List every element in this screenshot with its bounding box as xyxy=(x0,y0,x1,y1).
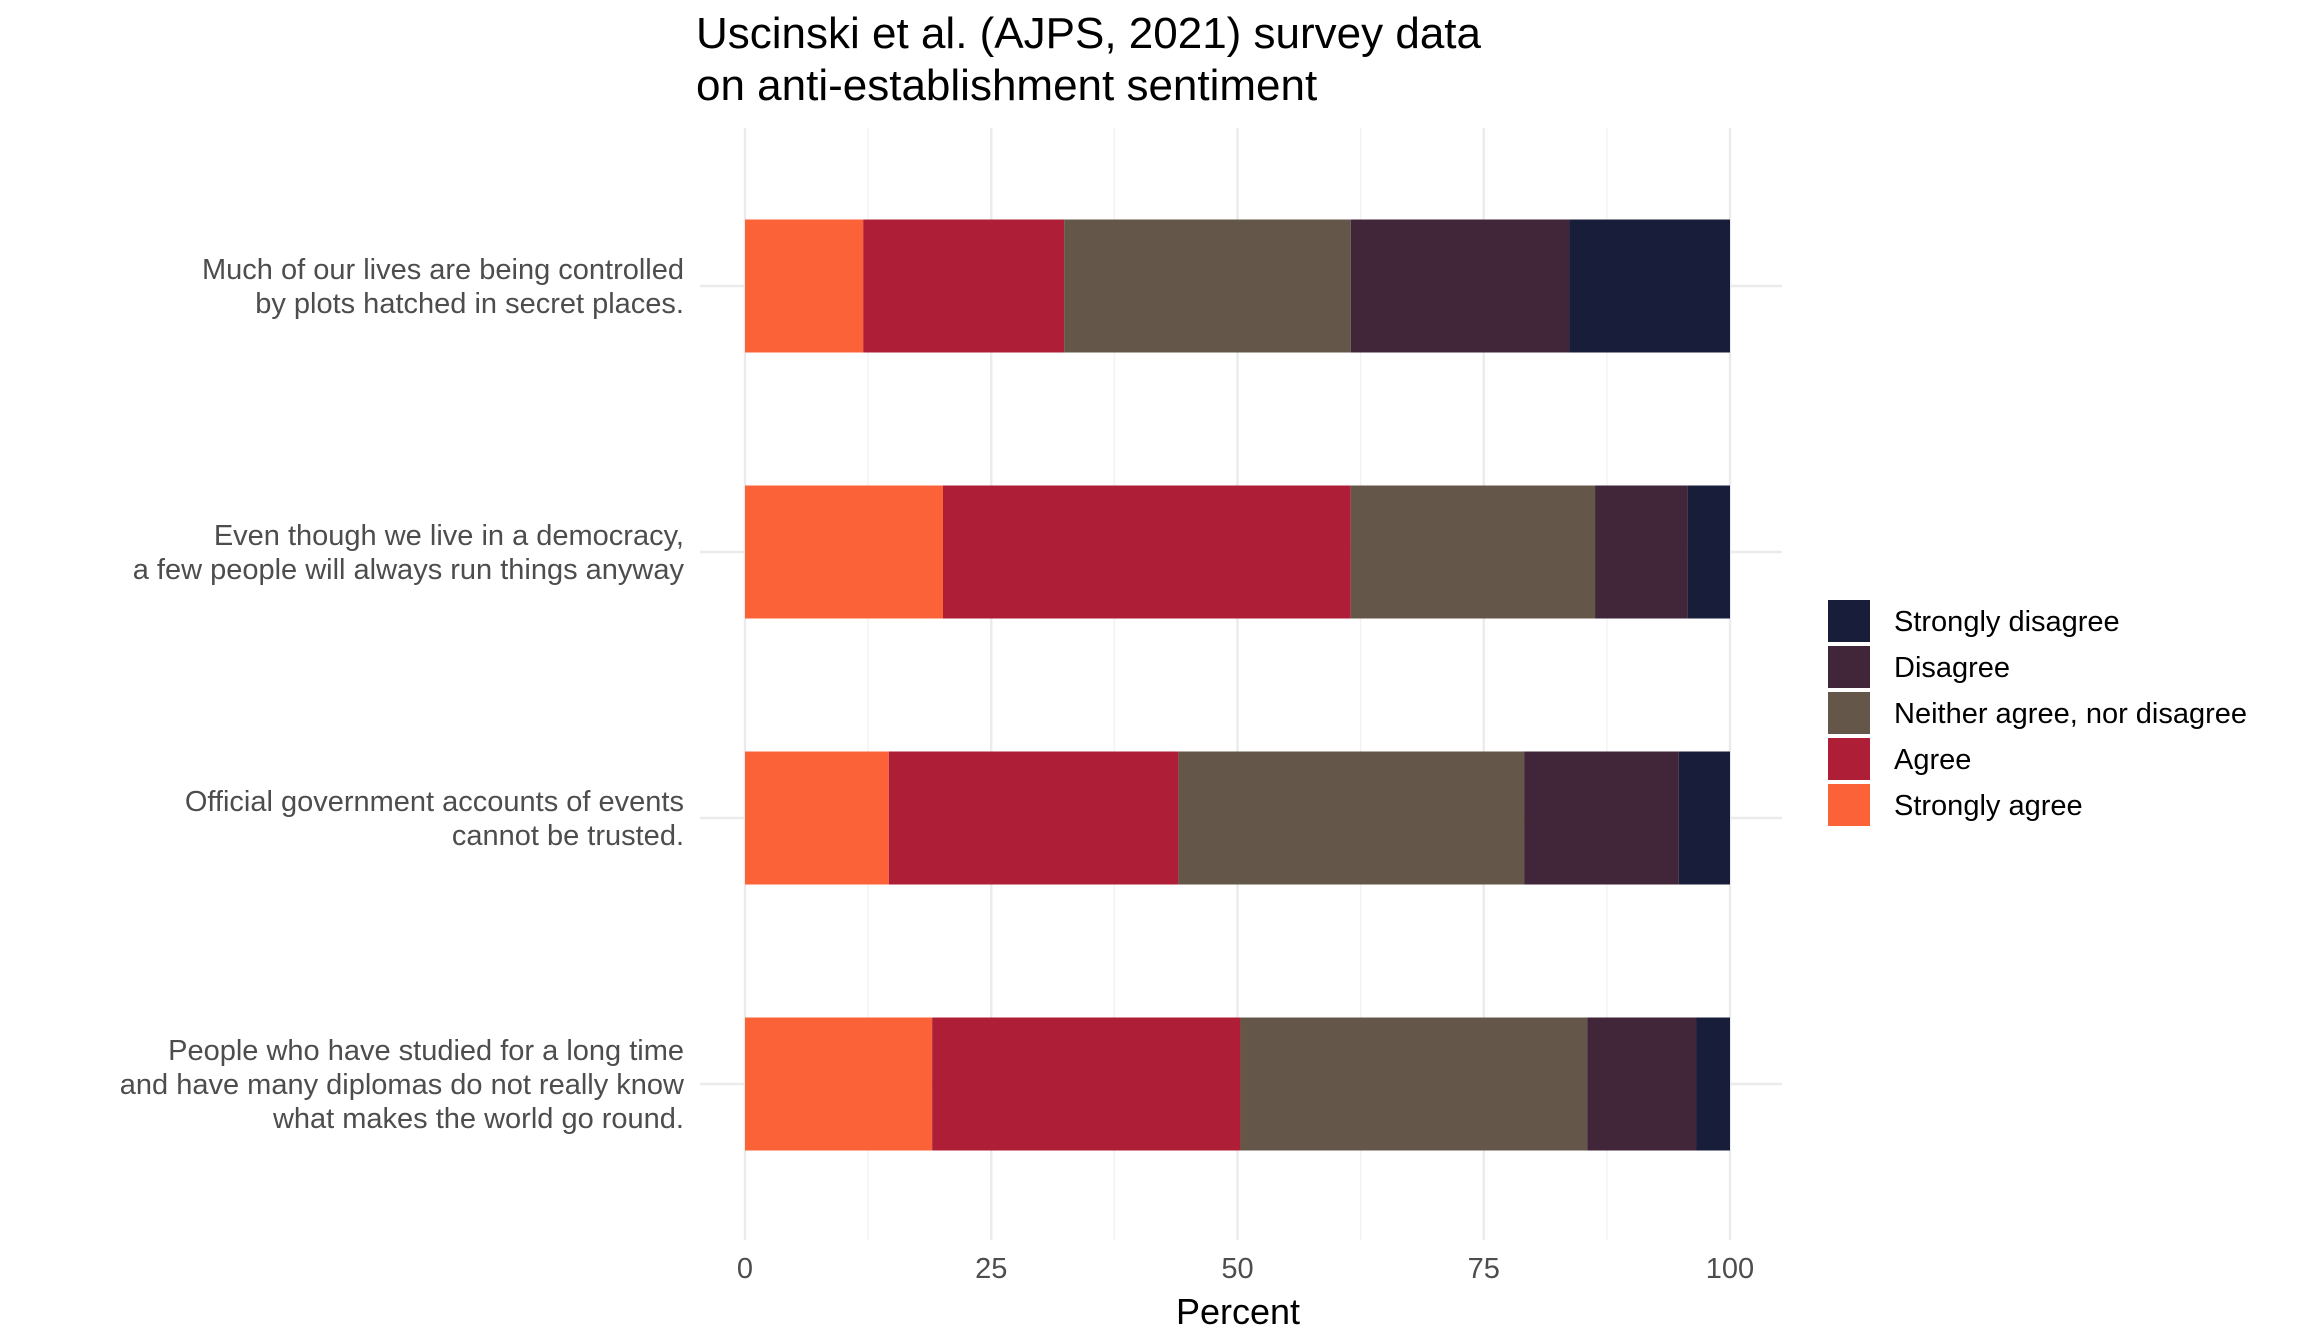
legend-key xyxy=(1828,646,1870,688)
bar-segment-neither-agree-nor-disagree xyxy=(1178,751,1525,885)
legend-key xyxy=(1828,600,1870,642)
legend-key xyxy=(1828,784,1870,826)
bar-segment-strongly-disagree xyxy=(1569,219,1730,353)
category-label: Much of our lives are being controlledby… xyxy=(202,254,684,320)
legend-item: Strongly disagree xyxy=(1828,600,2120,642)
x-tick-label: 0 xyxy=(737,1253,753,1285)
legend-label: Neither agree, nor disagree xyxy=(1894,698,2247,730)
category-label-line: Even though we live in a democracy, xyxy=(214,520,684,552)
category-label: Even though we live in a democracy,a few… xyxy=(133,520,685,586)
category-label: People who have studied for a long timea… xyxy=(120,1035,685,1135)
legend-item: Strongly agree xyxy=(1828,784,2083,826)
legend-label: Strongly agree xyxy=(1894,790,2083,822)
category-label-line: a few people will always run things anyw… xyxy=(133,554,685,586)
x-tick-label: 100 xyxy=(1706,1253,1754,1285)
legend-item: Agree xyxy=(1828,738,1971,780)
category-label-line: Much of our lives are being controlled xyxy=(202,254,684,286)
chart-title-line-1: Uscinski et al. (AJPS, 2021) survey data xyxy=(696,9,1482,58)
bar-segment-strongly-agree xyxy=(745,485,943,619)
bar-segment-disagree xyxy=(1595,485,1688,619)
category-label-line: what makes the world go round. xyxy=(272,1103,684,1135)
bar-segment-strongly-agree xyxy=(745,751,889,885)
bar-segment-disagree xyxy=(1587,1017,1697,1151)
x-tick-label: 50 xyxy=(1221,1253,1253,1285)
bar-segment-neither-agree-nor-disagree xyxy=(1240,1017,1588,1151)
bar-segment-agree xyxy=(932,1017,1241,1151)
bar-segment-neither-agree-nor-disagree xyxy=(1350,485,1596,619)
category-labels: Much of our lives are being controlledby… xyxy=(120,254,685,1135)
category-label-line: by plots hatched in secret places. xyxy=(255,288,684,320)
legend-key xyxy=(1828,692,1870,734)
category-label-line: People who have studied for a long time xyxy=(168,1035,684,1067)
bar-segment-agree xyxy=(888,751,1179,885)
bars xyxy=(745,219,1730,1151)
legend-label: Agree xyxy=(1894,744,1971,776)
x-tick-label: 25 xyxy=(975,1253,1007,1285)
chart-title: Uscinski et al. (AJPS, 2021) survey data… xyxy=(696,9,1482,110)
category-label: Official government accounts of eventsca… xyxy=(185,786,684,852)
x-tick-label: 75 xyxy=(1468,1253,1500,1285)
bar-segment-disagree xyxy=(1524,751,1679,885)
bar-segment-strongly-agree xyxy=(745,1017,933,1151)
bar-segment-strongly-agree xyxy=(745,219,864,353)
legend-key xyxy=(1828,738,1870,780)
x-axis-title: Percent xyxy=(1176,1291,1300,1332)
bar-segment-agree xyxy=(942,485,1351,619)
category-label-line: and have many diplomas do not really kno… xyxy=(120,1069,685,1101)
legend: Strongly disagree Disagree Neither agree, … xyxy=(1828,600,2247,826)
legend-label: Strongly disagree xyxy=(1894,606,2120,638)
bar-segment-agree xyxy=(863,219,1065,353)
bar-segment-strongly-disagree xyxy=(1687,485,1730,619)
bar-segment-strongly-disagree xyxy=(1696,1017,1730,1151)
bar-segment-neither-agree-nor-disagree xyxy=(1064,219,1351,353)
chart-title-line-2: on anti-establishment sentiment xyxy=(696,61,1317,110)
bar-segment-strongly-disagree xyxy=(1678,751,1730,885)
legend-item: Disagree xyxy=(1828,646,2010,688)
legend-item: Neither agree, nor disagree xyxy=(1828,692,2247,734)
category-label-line: cannot be trusted. xyxy=(452,820,684,852)
bar-segment-disagree xyxy=(1350,219,1570,353)
category-label-line: Official government accounts of events xyxy=(185,786,684,818)
legend-label: Disagree xyxy=(1894,652,2010,684)
x-axis-ticks: 0 25 50 75 100 xyxy=(737,1253,1754,1285)
